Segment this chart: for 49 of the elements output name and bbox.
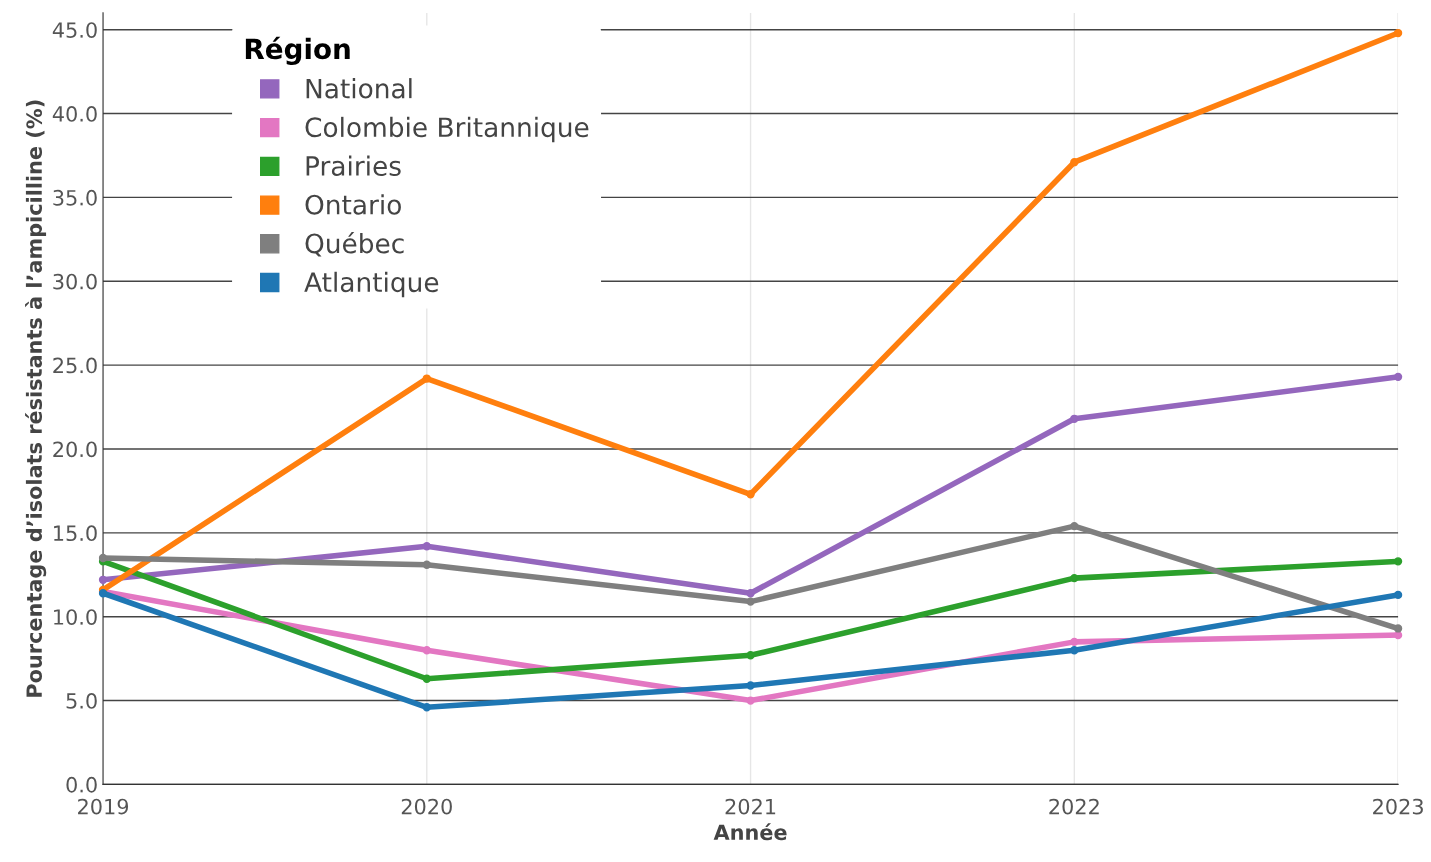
y-tick-label: 30.0 — [53, 273, 97, 290]
point — [1070, 637, 1079, 647]
point — [422, 646, 431, 655]
point — [746, 681, 755, 690]
point — [422, 560, 431, 569]
point — [422, 674, 431, 683]
point — [746, 696, 755, 705]
legend-label: National — [306, 78, 412, 99]
x-axis-title: Année — [713, 823, 787, 841]
point — [746, 597, 755, 606]
point — [746, 490, 755, 499]
y-axis-title: Pourcentage d’isolats résistants à l’ampicilline (%) — [25, 100, 47, 697]
y-tick-label: 25.0 — [53, 357, 97, 374]
point — [98, 575, 108, 584]
y-tick-label: 10.0 — [54, 609, 97, 625]
point — [422, 374, 431, 383]
y-tick-label: 20.0 — [53, 441, 97, 458]
x-tick-label: 2022 — [1049, 798, 1099, 815]
point — [422, 542, 431, 551]
point — [1070, 521, 1079, 531]
point — [1070, 573, 1079, 583]
x-tick-label: 2019 — [78, 798, 129, 815]
y-tick-label: 40.0 — [52, 106, 97, 122]
legend-label: Prairies — [306, 155, 401, 176]
point — [1070, 158, 1079, 167]
point — [1070, 414, 1079, 423]
y-tick-label: 5.0 — [66, 693, 97, 709]
y-tick-label: 0.0 — [66, 776, 97, 793]
point — [746, 651, 755, 660]
point — [746, 589, 755, 598]
point — [98, 553, 108, 563]
x-tick-label: 2021 — [725, 798, 776, 815]
legend-title: Région — [245, 36, 350, 65]
legend-label: Québec — [305, 231, 404, 257]
x-tick-label: 2023 — [1373, 798, 1423, 815]
legend-label: Atlantique — [304, 271, 439, 298]
y-tick-label: 15.0 — [54, 525, 97, 542]
legend-label: Ontario — [305, 194, 401, 215]
point — [422, 703, 431, 712]
point — [1393, 557, 1403, 566]
point — [1393, 624, 1403, 633]
x-tick-label: 2020 — [401, 798, 452, 815]
point — [1393, 590, 1403, 600]
y-tick-label: 35.0 — [53, 189, 97, 206]
point — [1070, 646, 1079, 655]
point — [1393, 28, 1403, 38]
point — [1393, 372, 1403, 382]
legend-label: Colombie Britannique — [305, 116, 589, 143]
y-tick-label: 45.0 — [52, 22, 97, 38]
